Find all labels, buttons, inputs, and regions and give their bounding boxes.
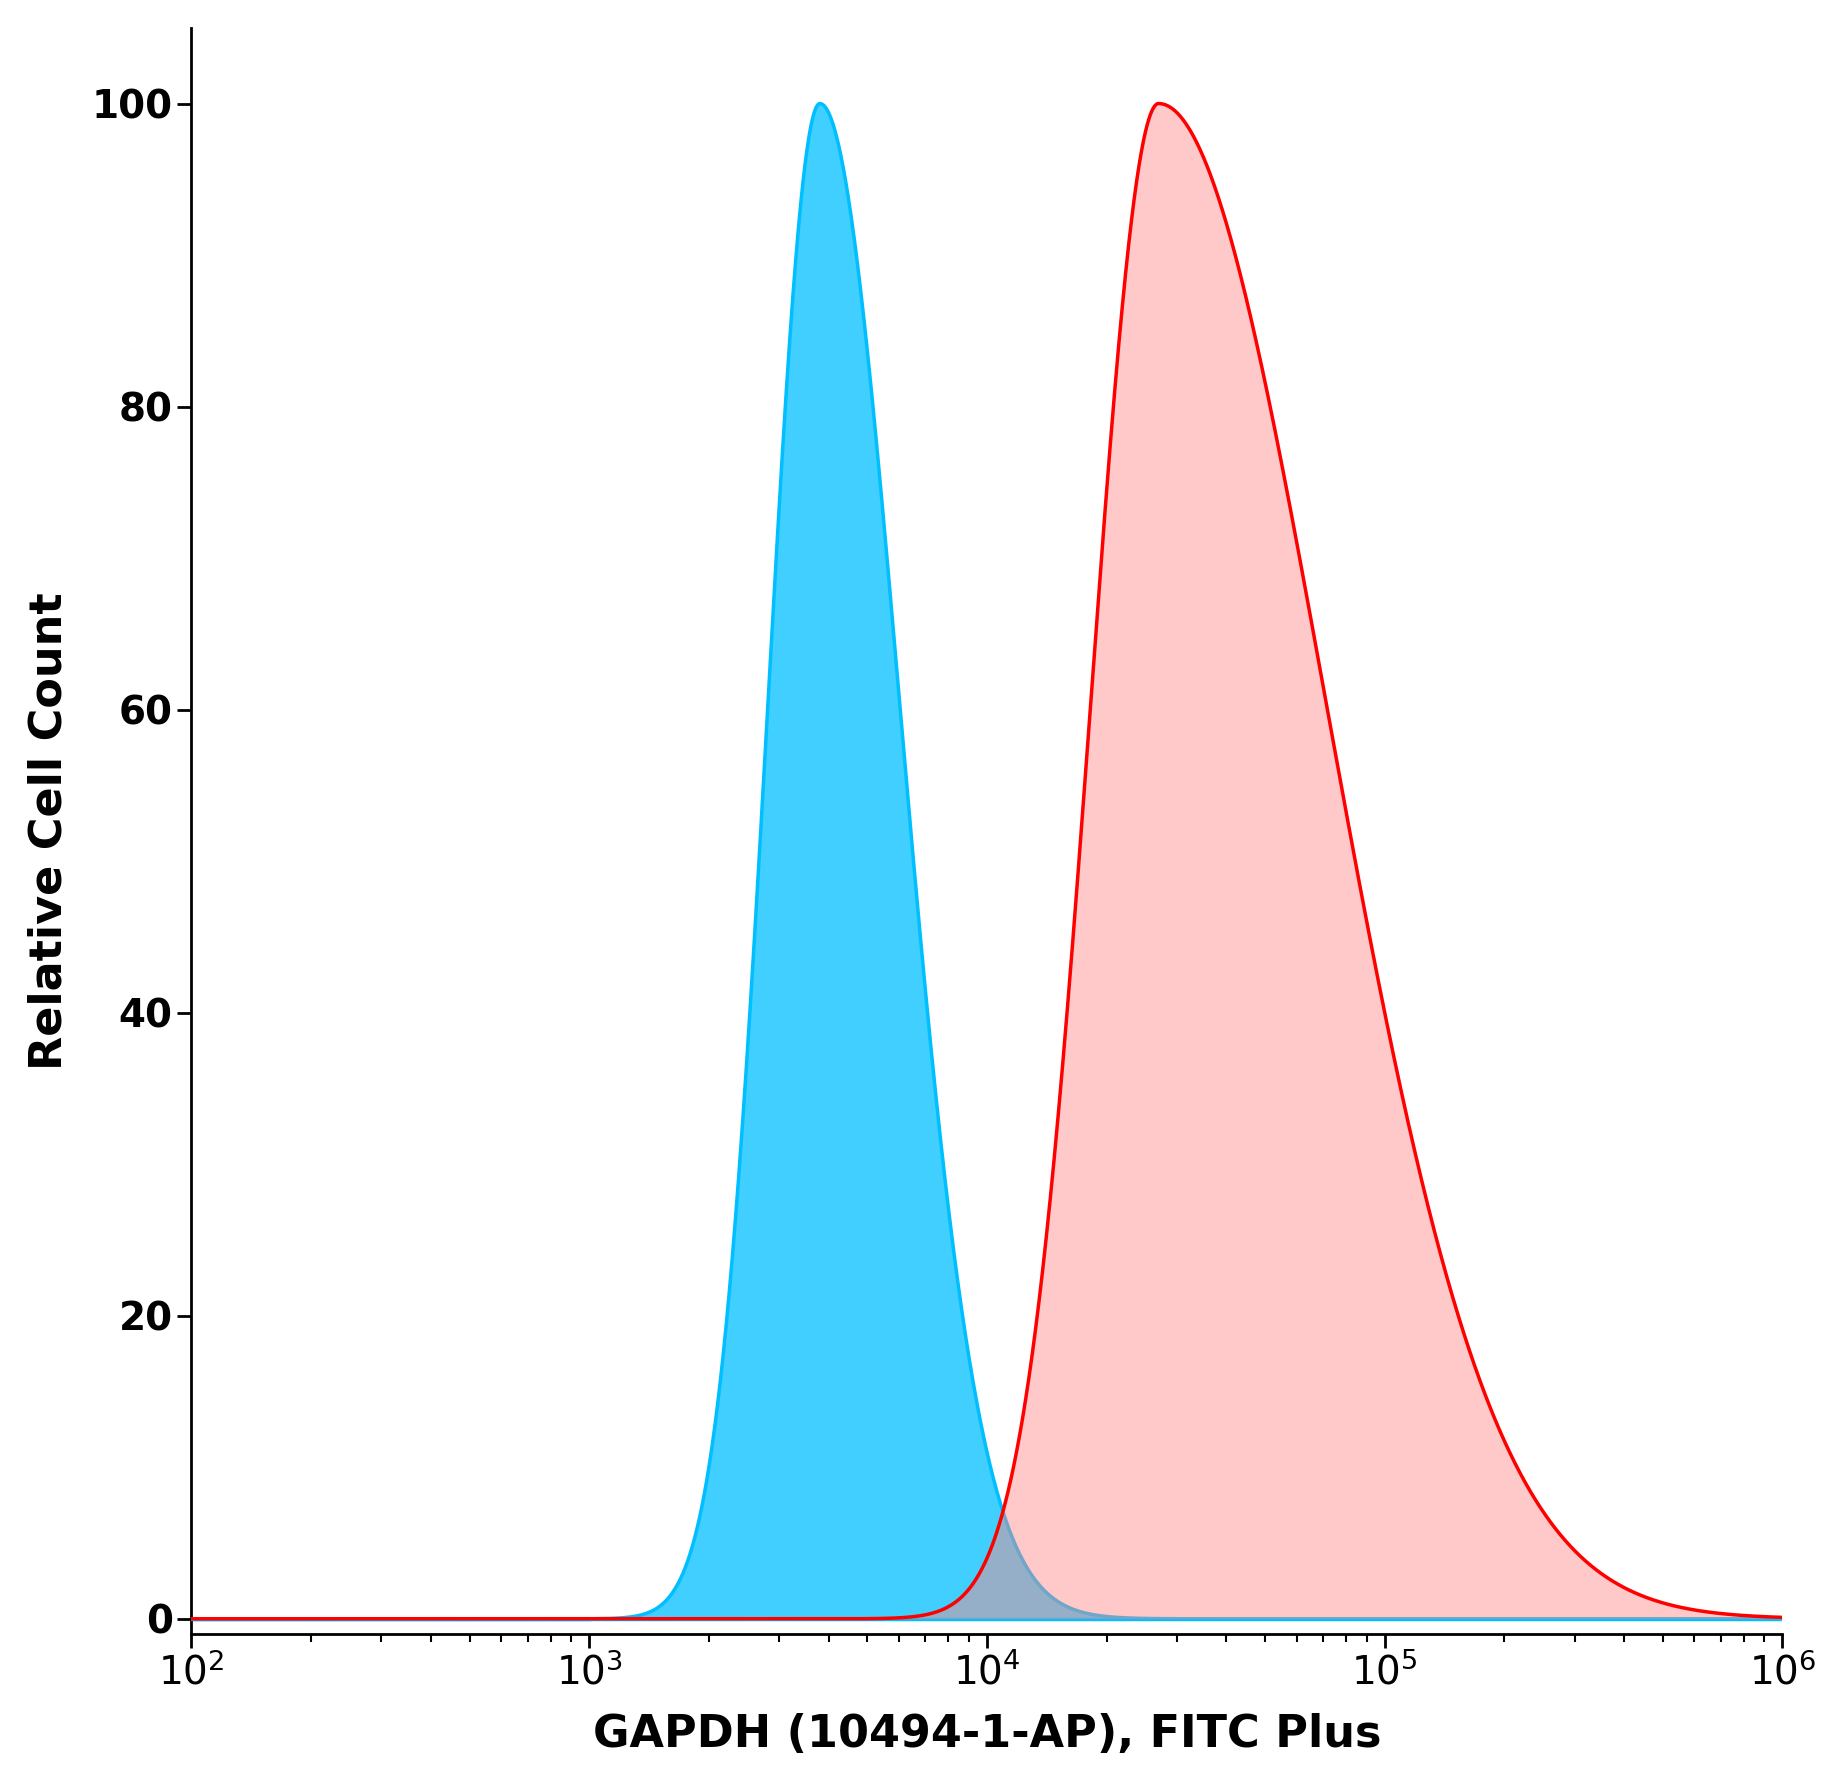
Y-axis label: Relative Cell Count: Relative Cell Count bbox=[28, 592, 70, 1070]
X-axis label: GAPDH (10494-1-AP), FITC Plus: GAPDH (10494-1-AP), FITC Plus bbox=[592, 1713, 1381, 1755]
